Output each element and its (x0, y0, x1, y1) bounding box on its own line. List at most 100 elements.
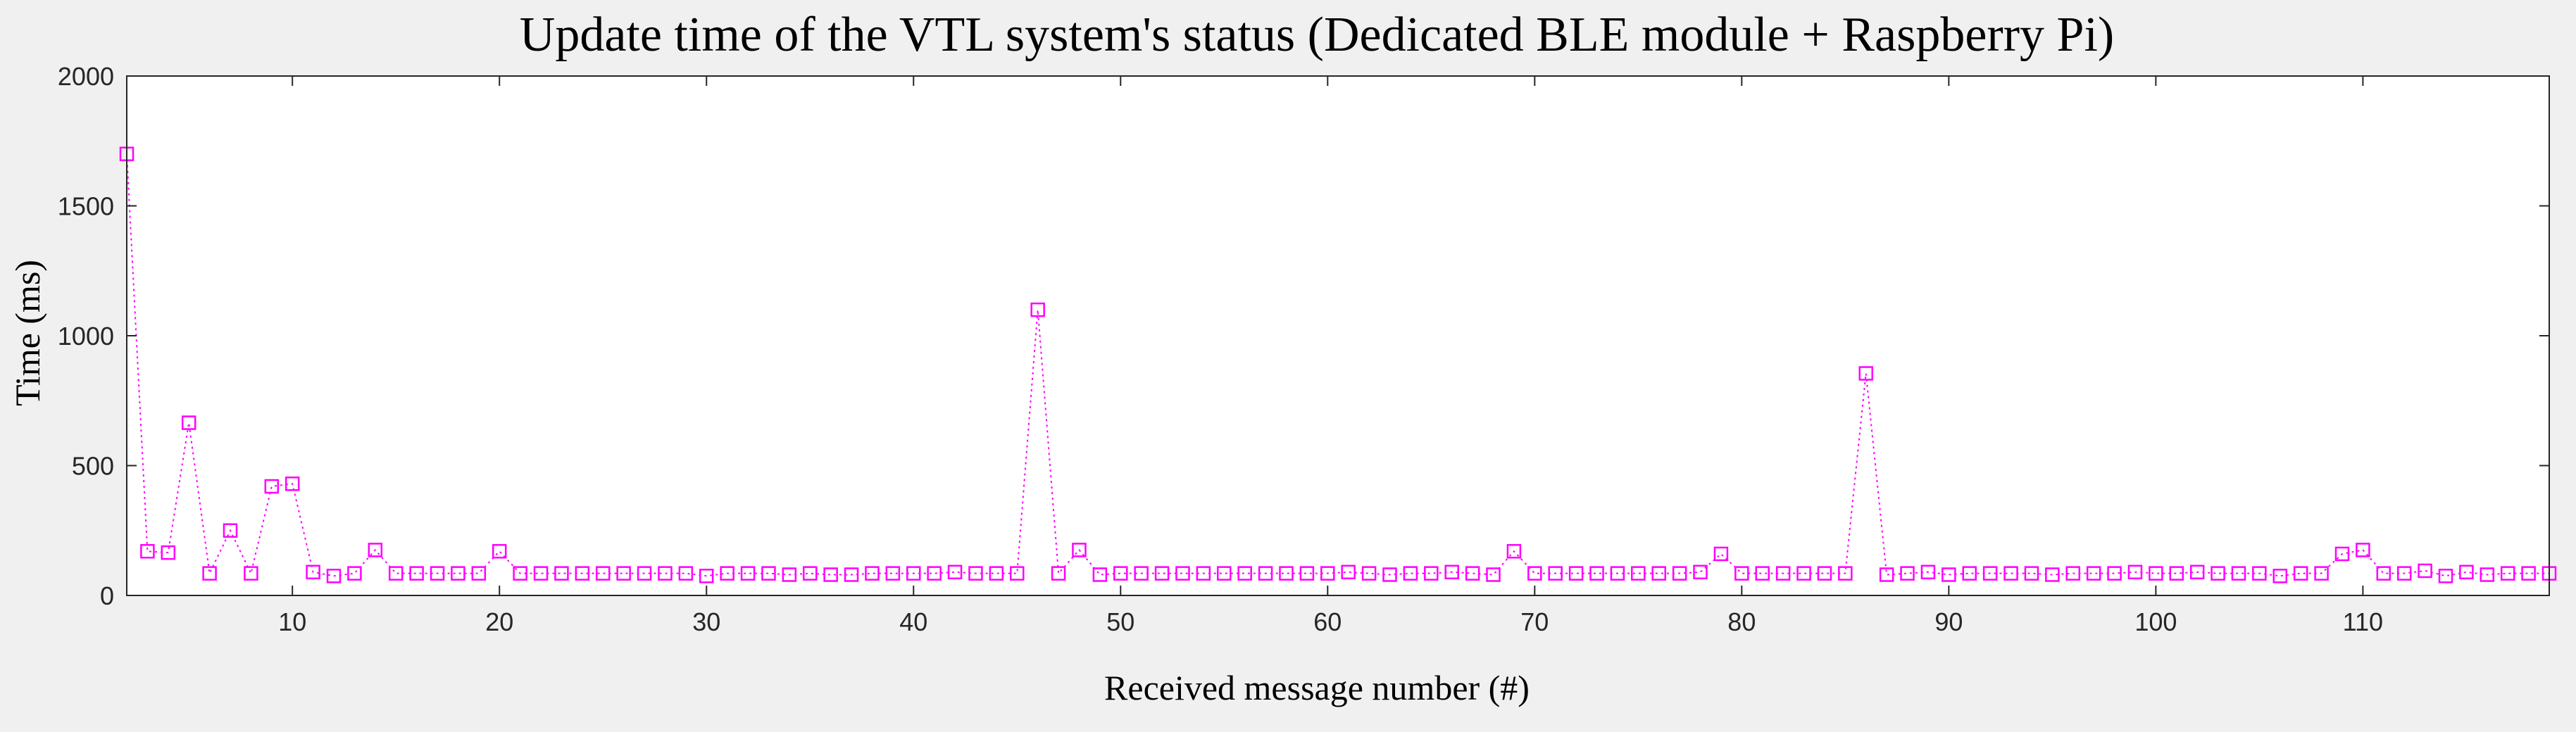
data-point-marker (451, 566, 465, 581)
data-point-marker (1010, 566, 1025, 581)
data-point-marker (844, 567, 859, 582)
y-tick-label: 1500 (58, 192, 114, 221)
y-axis-label: Time (ms) (8, 260, 47, 406)
data-point-marker (989, 566, 1004, 581)
data-point-marker (927, 566, 942, 581)
data-point-marker (720, 566, 734, 581)
data-point-marker (803, 566, 818, 581)
data-point-marker (1942, 567, 1956, 582)
data-point-marker (1486, 567, 1501, 582)
data-point-marker (2169, 566, 2184, 581)
data-point-marker (595, 566, 611, 581)
data-point-marker (678, 566, 694, 581)
data-point-marker (2459, 564, 2474, 580)
data-point-marker (637, 566, 652, 581)
data-point-marker (1237, 566, 1252, 581)
data-point-marker (2521, 566, 2536, 581)
data-point-marker (1258, 566, 1273, 581)
data-point-marker (533, 566, 549, 581)
data-point-marker (1817, 566, 1832, 581)
y-tick-label: 1000 (58, 322, 114, 351)
data-point-marker (181, 415, 196, 430)
data-point-marker (2003, 566, 2018, 581)
data-point-marker (2149, 566, 2163, 581)
data-point-marker (2231, 566, 2246, 581)
data-point-marker (471, 566, 487, 581)
data-point-marker (409, 566, 424, 581)
data-point-marker (2418, 563, 2432, 579)
data-point-marker (513, 566, 527, 581)
data-point-marker (2438, 569, 2453, 583)
data-point-marker (1879, 567, 1894, 582)
data-point-marker (2086, 566, 2101, 581)
data-point-marker (616, 566, 631, 581)
data-point-marker (1361, 566, 1377, 581)
x-tick-label: 80 (1727, 607, 1756, 636)
data-point-marker (575, 566, 590, 581)
data-point-marker (2211, 566, 2225, 581)
x-tick-label: 70 (1520, 607, 1549, 636)
data-point-marker (1444, 564, 1459, 580)
x-axis-label: Received message number (#) (1104, 668, 1530, 707)
data-point-marker (2065, 566, 2081, 581)
data-point-marker (1713, 546, 1729, 562)
x-tick-label: 10 (278, 607, 306, 636)
data-point-marker (2293, 566, 2308, 581)
data-point-marker (1299, 566, 1315, 581)
data-point-marker (1217, 566, 1232, 581)
data-point-marker (1548, 566, 1563, 581)
data-point-marker (1962, 566, 1977, 581)
data-point-marker (1693, 564, 1708, 580)
data-point-marker (1920, 564, 1936, 580)
data-point-marker (761, 566, 776, 581)
data-point-marker (161, 545, 176, 560)
ticks-layer: 10 20 30 40 50 60 70 80 90 100 110 0 500 1000 1500 2000 (58, 62, 2549, 636)
y-tick-label: 500 (72, 452, 114, 481)
x-tick-label: 110 (2343, 607, 2383, 636)
x-tick-label: 90 (1934, 607, 1963, 636)
data-point-marker (223, 523, 238, 538)
data-point-marker (1320, 566, 1335, 581)
x-tick-label: 60 (1313, 607, 1342, 636)
data-point-marker (1279, 566, 1294, 581)
data-point-marker (1175, 566, 1190, 581)
data-point-marker (1589, 566, 1604, 581)
data-point-marker (2480, 567, 2495, 582)
data-point-marker (1982, 566, 1998, 581)
data-point-marker (968, 566, 983, 581)
data-point-marker (1465, 566, 1480, 581)
data-point-marker (244, 566, 258, 581)
data-point-marker (1506, 544, 1522, 559)
data-point-marker (1092, 567, 1108, 582)
data-point-marker (2024, 566, 2039, 581)
data-point-marker (2376, 566, 2391, 581)
data-point-marker (285, 477, 300, 491)
data-point-marker (1610, 566, 1625, 581)
data-point-marker (2189, 564, 2205, 580)
data-point-marker (1051, 566, 1066, 581)
data-point-marker (865, 566, 880, 581)
data-point-marker (306, 564, 320, 580)
data-point-marker (1734, 566, 1749, 581)
x-tick-label: 100 (2134, 607, 2177, 636)
data-point-marker (1154, 566, 1170, 581)
series-line (126, 153, 2549, 577)
data-point-marker (2107, 566, 2122, 581)
data-point-marker (388, 566, 404, 581)
data-point-marker (347, 566, 362, 581)
data-point-marker (1382, 567, 1397, 582)
data-point-marker (2045, 567, 2060, 582)
data-point-marker (1030, 302, 1045, 317)
x-tick-label: 30 (692, 607, 720, 636)
x-tick-label: 20 (485, 607, 513, 636)
data-point-marker (2356, 543, 2370, 557)
data-point-marker (782, 567, 797, 582)
data-point-marker (1838, 566, 1853, 581)
data-point-marker (1631, 566, 1646, 581)
data-point-marker (1403, 566, 1418, 581)
data-point-marker (1755, 566, 1770, 581)
data-point-marker (326, 569, 342, 583)
data-point-marker (1568, 566, 1584, 581)
data-point-marker (1527, 566, 1542, 581)
plot-area (127, 76, 2549, 595)
